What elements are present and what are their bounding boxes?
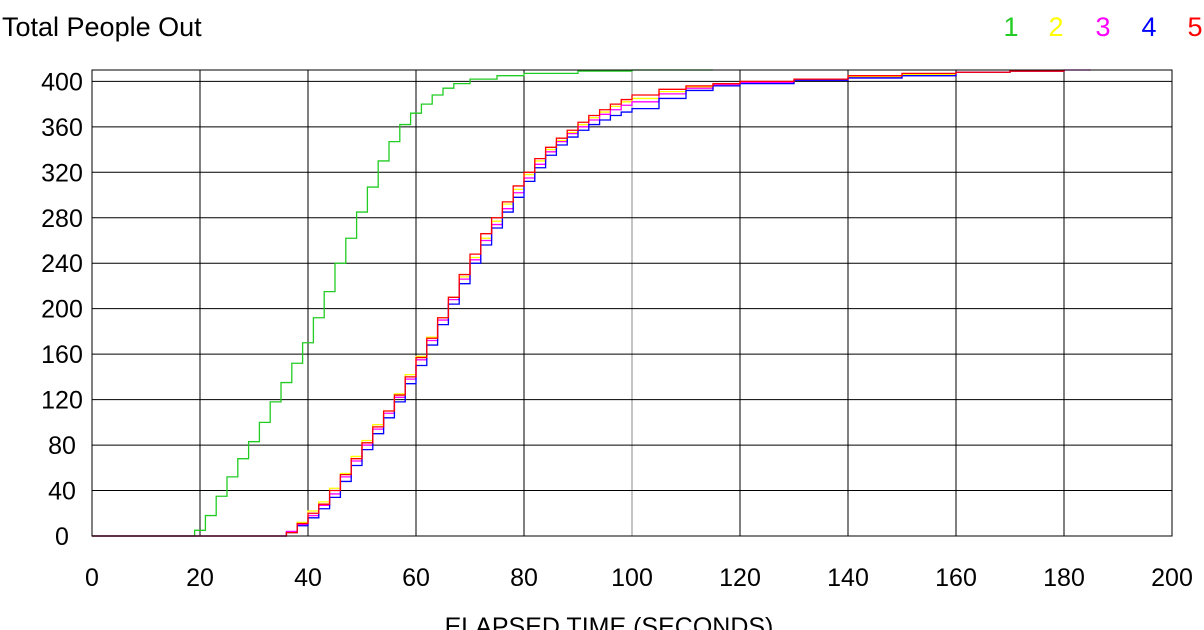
legend-item-3: 3 [1095, 12, 1110, 42]
y-tick-label: 280 [41, 205, 83, 233]
y-tick-label: 240 [41, 250, 83, 278]
plot-frame [91, 69, 1173, 537]
x-tick-label: 100 [611, 564, 653, 592]
y-axis-ticks: 0 40 80 120 160 200 240 280 320 360 400 [41, 68, 83, 551]
chart-title: Total People Out [2, 12, 202, 42]
x-axis-ticks: 0 20 40 60 80 100 120 140 160 180 200 [85, 564, 1193, 592]
y-tick-label: 80 [48, 432, 76, 460]
y-tick-label: 40 [48, 478, 76, 506]
y-tick-label: 200 [41, 296, 83, 324]
grid [91, 70, 1173, 537]
y-tick-label: 160 [41, 341, 83, 369]
legend-item-4: 4 [1141, 12, 1156, 42]
legend-item-1: 1 [1003, 12, 1018, 42]
y-tick-label: 120 [41, 387, 83, 415]
x-tick-label: 80 [510, 564, 538, 592]
y-tick-label: 0 [55, 523, 69, 551]
y-tick-label: 400 [41, 68, 83, 96]
y-tick-label: 360 [41, 114, 83, 142]
x-tick-label: 160 [935, 564, 977, 592]
x-tick-label: 60 [402, 564, 430, 592]
series-line-1 [92, 69, 713, 537]
series-line-3 [92, 69, 1091, 537]
x-tick-label: 200 [1151, 564, 1193, 592]
x-tick-label: 20 [186, 564, 214, 592]
series-line-5 [92, 70, 1065, 537]
x-tick-label: 40 [294, 564, 322, 592]
x-axis-label: ELAPSED TIME (SECONDS) [445, 613, 774, 630]
series-lines [92, 69, 1091, 537]
legend-item-5: 5 [1187, 12, 1202, 42]
legend-item-2: 2 [1048, 12, 1063, 42]
x-tick-label: 180 [1043, 564, 1085, 592]
y-tick-label: 320 [41, 159, 83, 187]
x-tick-label: 0 [85, 564, 99, 592]
x-tick-label: 140 [827, 564, 869, 592]
x-tick-label: 120 [719, 564, 761, 592]
